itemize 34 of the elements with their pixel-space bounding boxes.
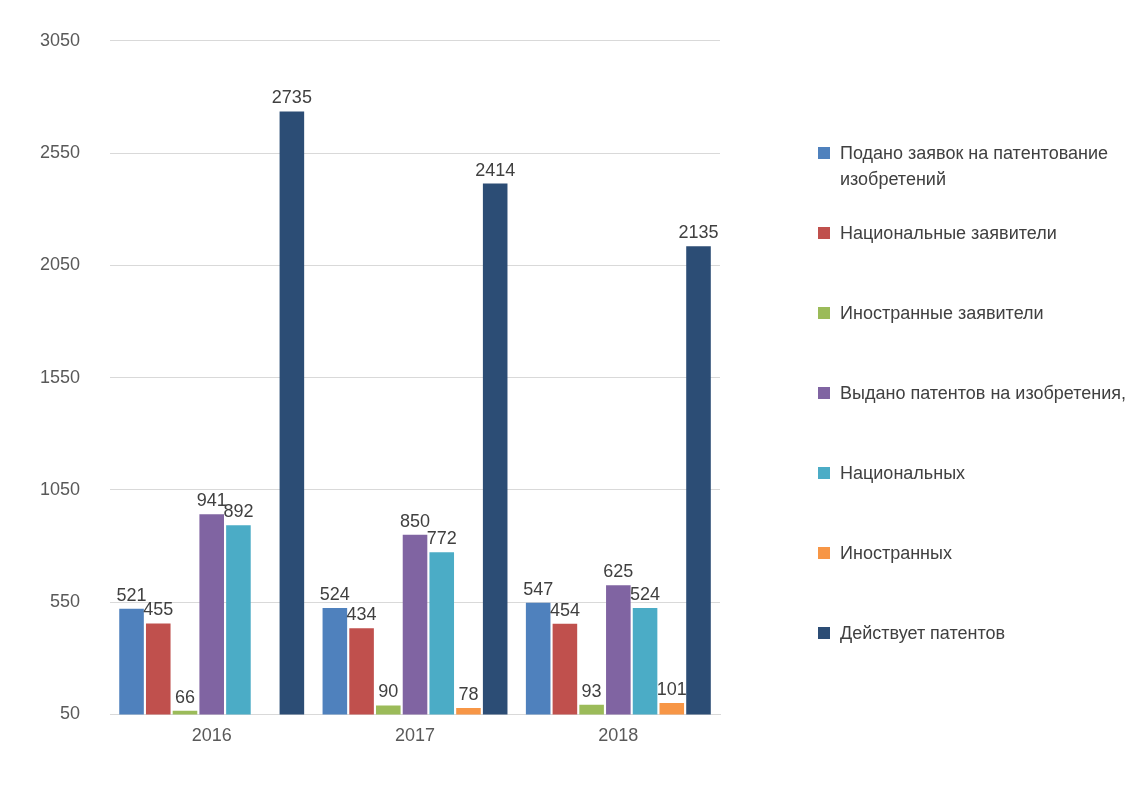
data-label: 772: [426, 528, 457, 549]
data-label: 547: [523, 578, 554, 599]
y-tick-label: 550: [50, 591, 81, 612]
y-tick-label: 2550: [40, 142, 81, 163]
data-label: 2735: [271, 87, 312, 108]
data-label: 434: [346, 604, 377, 625]
y-tick-label: 1050: [40, 478, 81, 499]
legend-label: Действует патентов: [840, 622, 1006, 645]
y-tick-label: 2050: [40, 254, 81, 275]
data-label: 625: [603, 561, 634, 582]
legend-label: Национальные заявители: [840, 222, 1057, 245]
data-label: 2135: [678, 222, 719, 243]
legend-label: Иностранные заявители: [840, 302, 1044, 325]
data-label: 78: [458, 684, 479, 705]
legend-label: Подано заявок на патентование изобретений: [840, 142, 1109, 191]
y-tick-label: 3050: [40, 29, 81, 50]
legend-label: Национальных: [840, 462, 966, 485]
x-tick-label: 2017: [395, 725, 436, 746]
x-tick-label: 2016: [191, 725, 232, 746]
data-label: 850: [400, 510, 431, 531]
data-label: 521: [116, 584, 147, 605]
data-label: 66: [174, 686, 195, 707]
data-label: 524: [630, 583, 661, 604]
data-label: 524: [319, 583, 350, 604]
y-tick-label: 1550: [40, 366, 81, 387]
data-label: 90: [378, 681, 399, 702]
data-label: 93: [581, 680, 602, 701]
legend-label: Выдано патентов на изобретения,: [840, 382, 1126, 405]
data-label: 454: [549, 599, 580, 620]
y-tick-label: 50: [60, 703, 81, 724]
legend-label: Иностранных: [840, 542, 952, 565]
data-label: 101: [656, 678, 687, 699]
data-label: 2414: [475, 159, 516, 180]
x-tick-label: 2018: [598, 725, 639, 746]
